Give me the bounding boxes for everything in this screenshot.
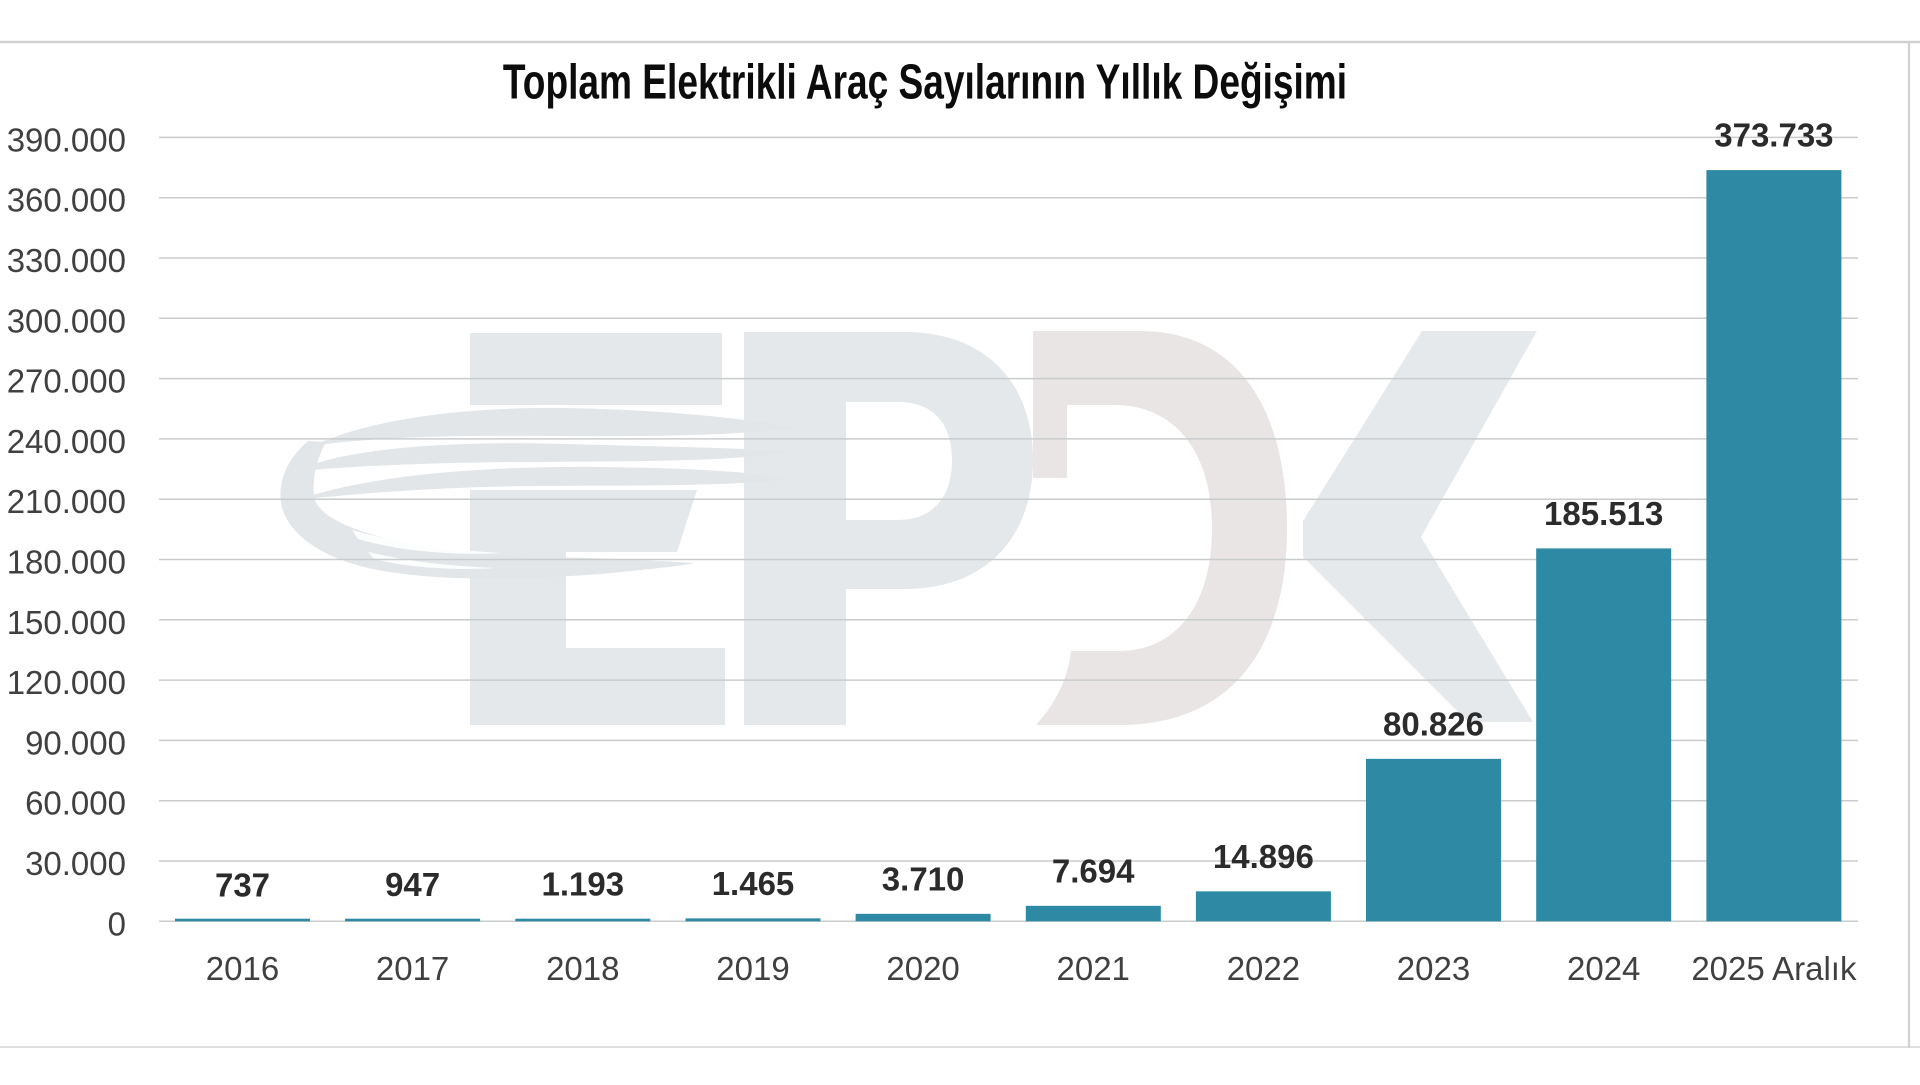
svg-text:1.193: 1.193 xyxy=(542,865,625,902)
svg-text:30.000: 30.000 xyxy=(25,845,126,882)
svg-text:185.513: 185.513 xyxy=(1544,495,1663,532)
svg-text:2021: 2021 xyxy=(1056,950,1129,987)
svg-text:80.826: 80.826 xyxy=(1383,705,1484,742)
svg-text:270.000: 270.000 xyxy=(7,363,126,400)
svg-text:2023: 2023 xyxy=(1397,950,1470,987)
svg-text:240.000: 240.000 xyxy=(7,423,126,460)
svg-text:2018: 2018 xyxy=(546,950,619,987)
svg-text:1.465: 1.465 xyxy=(712,865,795,902)
svg-text:2017: 2017 xyxy=(376,950,449,987)
svg-text:2024: 2024 xyxy=(1567,950,1640,987)
svg-text:2020: 2020 xyxy=(886,950,959,987)
svg-text:390.000: 390.000 xyxy=(7,121,126,158)
svg-text:3.710: 3.710 xyxy=(882,860,965,897)
svg-text:2025 Aralık: 2025 Aralık xyxy=(1691,950,1857,987)
svg-text:2022: 2022 xyxy=(1227,950,1300,987)
svg-text:0: 0 xyxy=(108,905,126,942)
svg-text:947: 947 xyxy=(385,866,440,903)
svg-text:120.000: 120.000 xyxy=(7,664,126,701)
svg-text:60.000: 60.000 xyxy=(25,785,126,822)
svg-text:210.000: 210.000 xyxy=(7,483,126,520)
svg-text:330.000: 330.000 xyxy=(7,242,126,279)
svg-text:150.000: 150.000 xyxy=(7,604,126,641)
svg-text:300.000: 300.000 xyxy=(7,302,126,339)
svg-text:2019: 2019 xyxy=(716,950,789,987)
svg-text:7.694: 7.694 xyxy=(1052,852,1135,889)
svg-text:360.000: 360.000 xyxy=(7,182,126,219)
svg-text:180.000: 180.000 xyxy=(7,544,126,581)
svg-text:2016: 2016 xyxy=(206,950,279,987)
svg-text:373.733: 373.733 xyxy=(1714,117,1833,154)
svg-text:Toplam Elektrikli Araç Sayılar: Toplam Elektrikli Araç Sayılarının Yıllı… xyxy=(503,56,1347,110)
svg-text:90.000: 90.000 xyxy=(25,724,126,761)
svg-text:737: 737 xyxy=(215,866,270,903)
svg-text:14.896: 14.896 xyxy=(1213,838,1314,875)
